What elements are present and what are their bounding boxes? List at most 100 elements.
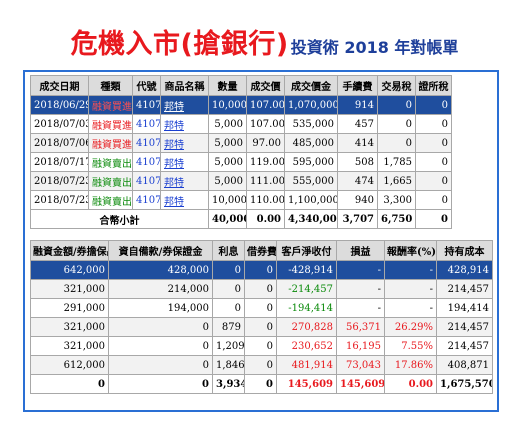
amount-cell: 535,000: [284, 114, 338, 134]
self-fund-cell: 194,000: [108, 298, 213, 318]
net-cell: 230,652: [276, 336, 337, 356]
subtotal-fee: 3,707: [337, 209, 378, 229]
col-header[interactable]: 借券費: [244, 240, 277, 261]
table-row[interactable]: 291,000 194,000 0 0 -194,414 - - 194,414: [30, 298, 493, 318]
type-cell: 融資賣出: [88, 171, 133, 191]
stock-name-link[interactable]: 邦特: [160, 152, 209, 172]
margin-amount-cell: 642,000: [30, 260, 109, 280]
col-header[interactable]: 代號: [132, 75, 161, 96]
table-row[interactable]: 2018/06/29 融資買進 4107 邦特 10,000 107.00 1,…: [30, 95, 452, 115]
col-header[interactable]: 成交價金: [284, 75, 338, 96]
amount-cell: 485,000: [284, 133, 338, 153]
table-row[interactable]: 642,000 428,000 0 0 -428,914 - - 428,914: [30, 260, 493, 280]
pl-cell: -: [336, 298, 385, 318]
date-cell: 2018/07/03: [30, 114, 89, 134]
subtotal-label: 合幣小計: [30, 209, 209, 229]
col-header[interactable]: 客戶淨收付: [276, 240, 337, 261]
subtotal-row: 合幣小計 40,000 0.00 4,340,000 3,707 6,750 0: [30, 209, 452, 229]
cost-cell: 214,457: [436, 336, 493, 356]
cgt-cell: 0: [415, 114, 452, 134]
col-header[interactable]: 資自備款/券保證金: [108, 240, 213, 261]
col-header[interactable]: 交易稅: [377, 75, 416, 96]
total-self-fund: 0: [108, 374, 213, 394]
interest-cell: 1,846: [212, 355, 245, 375]
margin-amount-cell: 612,000: [30, 355, 109, 375]
page-title: 危機入市(搶銀行) 投資術 2018 年對帳單: [0, 22, 529, 61]
col-header[interactable]: 融資金額/券擔保品: [30, 240, 109, 261]
qty-cell: 5,000: [208, 133, 247, 153]
interest-cell: 0: [212, 298, 245, 318]
date-cell: 2018/07/23: [30, 171, 89, 191]
settlement-table: 融資金額/券擔保品 資自備款/券保證金 利息 借券費 客戶淨收付 損益 報酬率(…: [30, 240, 493, 394]
table-row[interactable]: 2018/07/06 融資買進 4107 邦特 5,000 97.00 485,…: [30, 133, 452, 153]
col-header[interactable]: 成交日期: [30, 75, 89, 96]
table-row[interactable]: 321,000 214,000 0 0 -214,457 - - 214,457: [30, 279, 493, 299]
cost-cell: 214,457: [436, 317, 493, 337]
cgt-cell: 0: [415, 95, 452, 115]
return-cell: -: [384, 260, 437, 280]
net-cell: 270,828: [276, 317, 337, 337]
code-cell: 4107: [132, 95, 161, 115]
qty-cell: 5,000: [208, 114, 247, 134]
trades-table: 成交日期 種類 代號 商品名稱 數量 成交價 成交價金 手續費 交易稅 證所稅 …: [30, 75, 452, 229]
col-header[interactable]: 持有成本: [436, 240, 493, 261]
net-cell: -428,914: [276, 260, 337, 280]
stock-name-link[interactable]: 邦特: [160, 133, 209, 153]
interest-cell: 0: [212, 279, 245, 299]
borrow-fee-cell: 0: [244, 298, 277, 318]
col-header[interactable]: 手續費: [337, 75, 378, 96]
stock-name-link[interactable]: 邦特: [160, 171, 209, 191]
total-interest: 3,934: [212, 374, 245, 394]
pl-cell: -: [336, 279, 385, 299]
stock-name-link[interactable]: 邦特: [160, 95, 209, 115]
fee-cell: 414: [337, 133, 378, 153]
net-cell: 481,914: [276, 355, 337, 375]
col-header[interactable]: 商品名稱: [160, 75, 209, 96]
fee-cell: 508: [337, 152, 378, 172]
self-fund-cell: 428,000: [108, 260, 213, 280]
col-header[interactable]: 報酬率(%): [384, 240, 437, 261]
cgt-cell: 0: [415, 190, 452, 210]
return-cell: 26.29%: [384, 317, 437, 337]
title-sub: 投資術 2018 年對帳單: [290, 38, 459, 57]
table-row[interactable]: 2018/07/03 融資買進 4107 邦特 5,000 107.00 535…: [30, 114, 452, 134]
stock-name-link[interactable]: 邦特: [160, 190, 209, 210]
table-row[interactable]: 2018/07/17 融資賣出 4107 邦特 5,000 119.00 595…: [30, 152, 452, 172]
col-header[interactable]: 證所稅: [415, 75, 452, 96]
col-header[interactable]: 數量: [208, 75, 247, 96]
interest-cell: 879: [212, 317, 245, 337]
return-cell: -: [384, 298, 437, 318]
subtotal-qty: 40,000: [208, 209, 247, 229]
borrow-fee-cell: 0: [244, 260, 277, 280]
price-cell: 107.00: [246, 95, 285, 115]
amount-cell: 555,000: [284, 171, 338, 191]
pl-cell: 73,043: [336, 355, 385, 375]
date-cell: 2018/07/17: [30, 152, 89, 172]
tax-cell: 3,300: [377, 190, 416, 210]
total-return: 0.00: [384, 374, 437, 394]
col-header[interactable]: 損益: [336, 240, 385, 261]
table-row[interactable]: 321,000 0 1,209 0 230,652 16,195 7.55% 2…: [30, 336, 493, 356]
table-row[interactable]: 2018/07/23 融資賣出 4107 邦特 5,000 111.00 555…: [30, 171, 452, 191]
col-header[interactable]: 成交價: [246, 75, 285, 96]
col-header[interactable]: 利息: [212, 240, 245, 261]
qty-cell: 10,000: [208, 95, 247, 115]
stock-name-link[interactable]: 邦特: [160, 114, 209, 134]
tax-cell: 0: [377, 95, 416, 115]
return-cell: 7.55%: [384, 336, 437, 356]
statement-panel: 成交日期 種類 代號 商品名稱 數量 成交價 成交價金 手續費 交易稅 證所稅 …: [23, 70, 499, 412]
subtotal-cgt: 0: [415, 209, 452, 229]
table-row[interactable]: 321,000 0 879 0 270,828 56,371 26.29% 21…: [30, 317, 493, 337]
total-row: 0 0 3,934 0 145,609 145,609 0.00 1,675,5…: [30, 374, 493, 394]
col-header[interactable]: 種類: [88, 75, 133, 96]
title-main: 危機入市(搶銀行): [70, 29, 289, 60]
price-cell: 97.00: [246, 133, 285, 153]
tax-cell: 1,785: [377, 152, 416, 172]
tax-cell: 0: [377, 114, 416, 134]
total-margin: 0: [30, 374, 109, 394]
qty-cell: 5,000: [208, 171, 247, 191]
trades-header-row: 成交日期 種類 代號 商品名稱 數量 成交價 成交價金 手續費 交易稅 證所稅: [30, 75, 452, 96]
table-row[interactable]: 612,000 0 1,846 0 481,914 73,043 17.86% …: [30, 355, 493, 375]
table-row[interactable]: 2018/07/23 融資賣出 4107 邦特 10,000 110.00 1,…: [30, 190, 452, 210]
amount-cell: 595,000: [284, 152, 338, 172]
